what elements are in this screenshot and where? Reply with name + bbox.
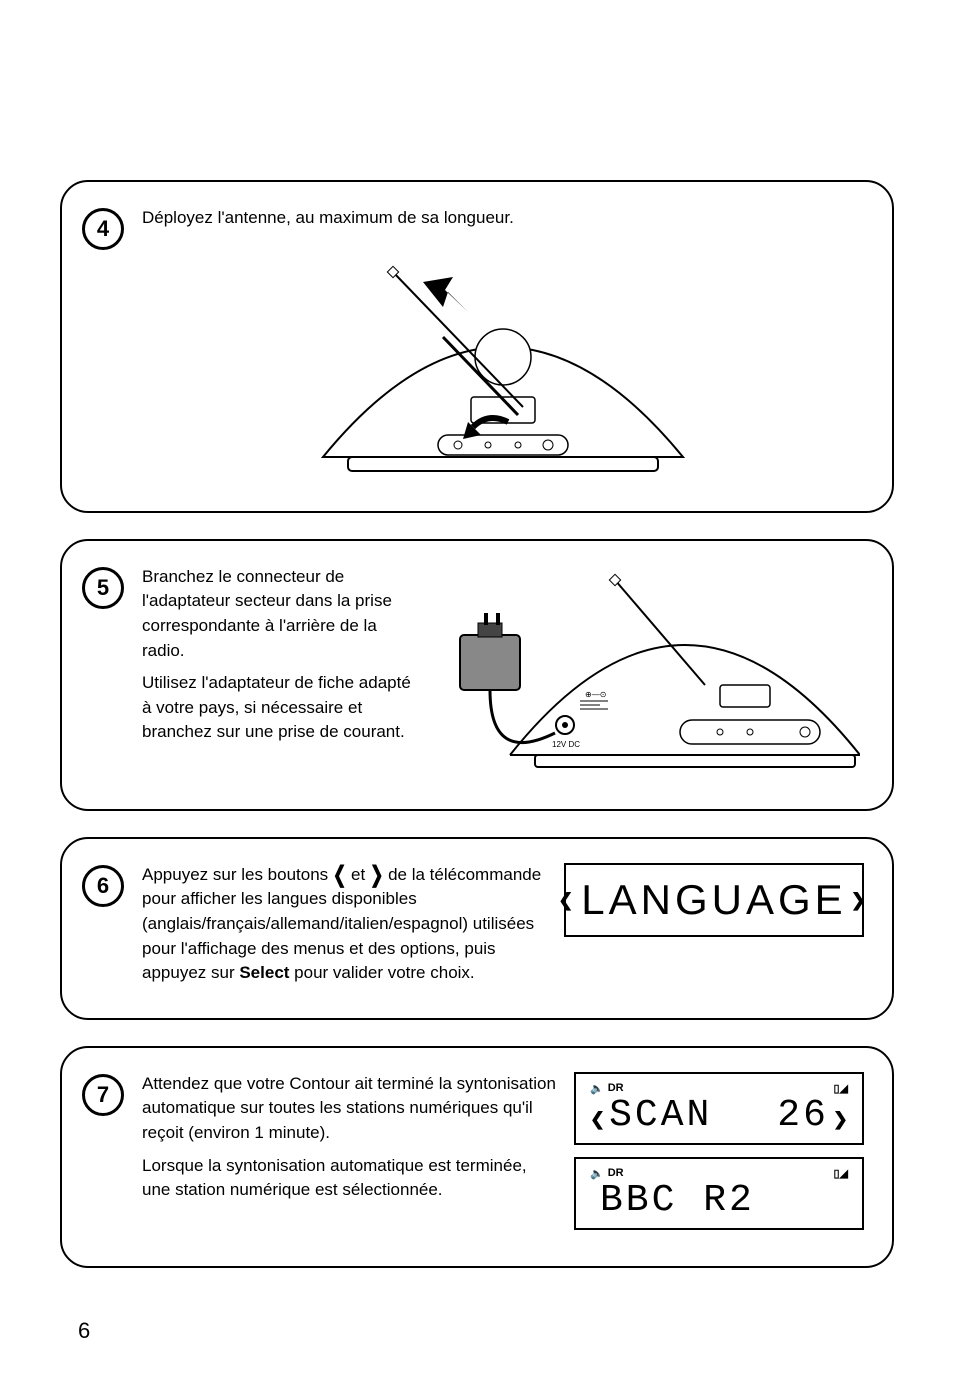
lcd-box: ❮ LANGUAGE ❯ <box>564 863 864 937</box>
step-number-badge: 6 <box>82 865 124 907</box>
step-number-badge: 4 <box>82 208 124 250</box>
step-number-badge: 5 <box>82 567 124 609</box>
panel-body: Déployez l'antenne, au maximum de sa lon… <box>142 206 864 487</box>
step-text: Attendez que votre Contour ait terminé l… <box>142 1072 556 1211</box>
step-paragraph: Déployez l'antenne, au maximum de sa lon… <box>142 206 864 231</box>
lcd-station-display: 🔈 DR ▯◢ BBC R2 <box>574 1157 864 1230</box>
lcd-text-row: BBC R2 <box>590 1182 848 1220</box>
step-paragraph: Attendez que votre Contour ait terminé l… <box>142 1072 556 1146</box>
lcd-right-arrow-icon: ❯ <box>851 891 870 909</box>
step-panel-7: 7 Attendez que votre Contour ait terminé… <box>60 1046 894 1268</box>
step-text: Appuyez sur les boutons ❮ et ❯ de la tél… <box>142 863 546 994</box>
right-arrow-icon: ❯ <box>370 859 383 891</box>
lcd-indicator-left: 🔈 DR <box>590 1082 624 1095</box>
mode-label: DR <box>608 1082 624 1094</box>
lcd-stack: 🔈 DR ▯◢ ❮ SCAN 26 ❯ <box>574 1072 864 1242</box>
lcd-text-row: ❮ LANGUAGE ❯ <box>578 879 850 921</box>
step-paragraph: Lorsque la syntonisation automatique est… <box>142 1154 556 1203</box>
step-paragraph: Branchez le connecteur de l'adaptateur s… <box>142 565 422 664</box>
speaker-icon: 🔈 <box>590 1167 604 1180</box>
page-number: 6 <box>78 1318 894 1344</box>
lcd-station-text: BBC R2 <box>600 1182 755 1220</box>
step-panel-4: 4 Déployez l'antenne, au maximum de sa l… <box>60 180 894 513</box>
lcd-scan-count: 26 <box>777 1097 829 1135</box>
signal-icon: ▯◢ <box>833 1082 848 1095</box>
lcd-left-arrow-icon: ❮ <box>590 1109 605 1131</box>
panel-body: Branchez le connecteur de l'adaptateur s… <box>142 565 864 785</box>
svg-text:⊕—⊙: ⊕—⊙ <box>585 690 606 699</box>
svg-text:12V DC: 12V DC <box>552 740 580 749</box>
lcd-indicator-left: 🔈 DR <box>590 1167 624 1180</box>
step-text: Déployez l'antenne, au maximum de sa lon… <box>142 206 864 239</box>
lcd-scan-text: SCAN <box>609 1097 712 1135</box>
lcd-right-arrow-icon: ❯ <box>833 1109 848 1131</box>
text-fragment: pour valider votre choix. <box>294 963 474 982</box>
panel-body: Attendez que votre Contour ait terminé l… <box>142 1072 864 1242</box>
step-number-badge: 7 <box>82 1074 124 1116</box>
text-fragment: et <box>351 865 370 884</box>
select-button-label: Select <box>239 963 289 982</box>
lcd-text-row: ❮ SCAN 26 ❯ <box>590 1097 848 1135</box>
lcd-language-display: ❮ LANGUAGE ❯ <box>564 863 864 949</box>
step-text: Branchez le connecteur de l'adaptateur s… <box>142 565 422 753</box>
lcd-main-text: LANGUAGE <box>581 879 846 921</box>
lcd-header: 🔈 DR ▯◢ <box>590 1167 848 1180</box>
text-fragment: Appuyez sur les boutons <box>142 865 333 884</box>
lcd-scan-display: 🔈 DR ▯◢ ❮ SCAN 26 ❯ <box>574 1072 864 1145</box>
step-paragraph: Appuyez sur les boutons ❮ et ❯ de la tél… <box>142 863 546 986</box>
step-panel-5: 5 Branchez le connecteur de l'adaptateur… <box>60 539 894 811</box>
speaker-icon: 🔈 <box>590 1082 604 1095</box>
panel-body: Appuyez sur les boutons ❮ et ❯ de la tél… <box>142 863 864 994</box>
left-arrow-icon: ❮ <box>333 859 346 891</box>
step-paragraph: Utilisez l'adaptateur de fiche adapté à … <box>142 671 422 745</box>
lcd-left-arrow-icon: ❮ <box>558 891 577 909</box>
mode-label: DR <box>608 1167 624 1179</box>
step-panel-6: 6 Appuyez sur les boutons ❮ et ❯ de la t… <box>60 837 894 1020</box>
power-illustration: 12V DC ⊕—⊙ <box>440 565 860 785</box>
lcd-header: 🔈 DR ▯◢ <box>590 1082 848 1095</box>
antenna-illustration <box>293 257 713 487</box>
signal-icon: ▯◢ <box>833 1167 848 1180</box>
